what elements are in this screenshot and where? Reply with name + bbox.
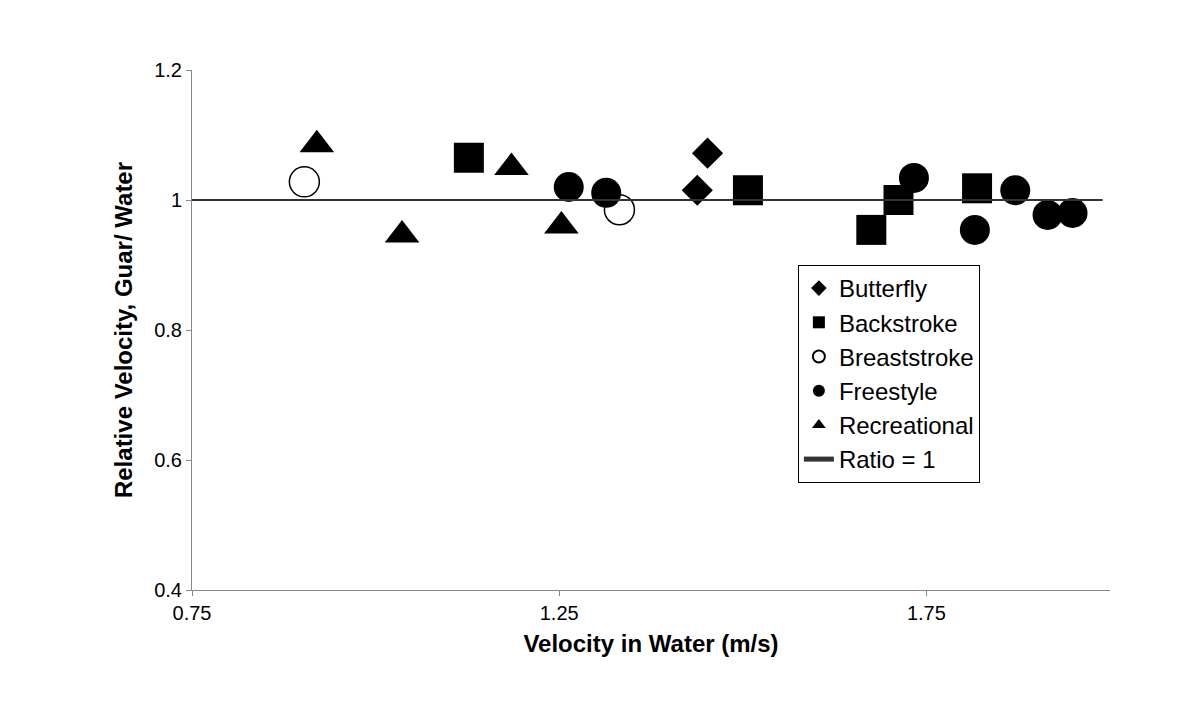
svg-text:0.6: 0.6 [154,449,182,471]
svg-text:0.4: 0.4 [154,579,182,601]
svg-text:1.75: 1.75 [907,602,946,624]
svg-text:Relative Velocity, Guar/ Water: Relative Velocity, Guar/ Water [110,162,137,498]
svg-text:0.75: 0.75 [173,602,212,624]
svg-text:1.2: 1.2 [154,59,182,81]
svg-text:Ratio = 1: Ratio = 1 [839,446,936,473]
svg-text:0.8: 0.8 [154,319,182,341]
svg-text:Recreational: Recreational [839,412,974,439]
svg-text:1: 1 [171,189,182,211]
svg-text:Backstroke: Backstroke [839,310,958,337]
svg-text:Breaststroke: Breaststroke [839,344,974,371]
svg-text:Butterfly: Butterfly [839,275,927,302]
svg-text:Velocity in Water (m/s): Velocity in Water (m/s) [523,630,778,657]
svg-text:Freestyle: Freestyle [839,378,938,405]
svg-text:1.25: 1.25 [540,602,579,624]
